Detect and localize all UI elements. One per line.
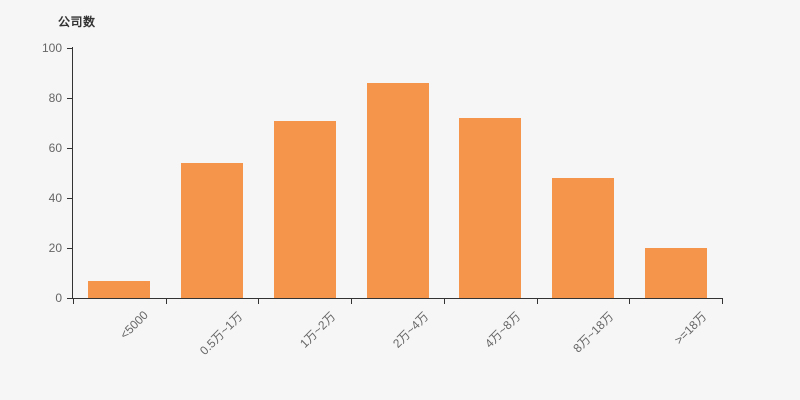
bar[interactable] bbox=[459, 118, 522, 298]
bar[interactable] bbox=[181, 163, 244, 298]
y-axis-tick-label: 100 bbox=[41, 41, 62, 55]
x-axis-tick-label: 1万~2万 bbox=[296, 309, 339, 351]
x-axis-tick-label: 8万~18万 bbox=[570, 309, 617, 356]
y-axis-tick-label: 20 bbox=[48, 241, 62, 255]
bar[interactable] bbox=[273, 120, 336, 298]
x-axis-tick-label: 2万~4万 bbox=[389, 309, 431, 351]
x-axis-tick-label: 4万~8万 bbox=[482, 309, 524, 351]
bar[interactable] bbox=[88, 280, 151, 298]
bar[interactable] bbox=[366, 83, 429, 298]
x-axis-tick bbox=[73, 299, 74, 304]
y-axis-tick bbox=[67, 48, 72, 49]
x-axis-tick bbox=[722, 299, 723, 304]
y-axis-tick bbox=[67, 298, 72, 299]
x-axis-tick bbox=[629, 299, 630, 304]
chart-title: 公司数 bbox=[58, 15, 96, 29]
y-axis-line bbox=[72, 47, 73, 299]
y-axis-tick-label: 80 bbox=[48, 91, 62, 105]
x-axis-tick bbox=[351, 299, 352, 304]
x-axis-tick bbox=[258, 299, 259, 304]
y-axis-tick-label: 40 bbox=[48, 191, 62, 205]
plot-area bbox=[73, 48, 722, 298]
x-axis-line bbox=[72, 298, 723, 299]
bar[interactable] bbox=[551, 178, 614, 298]
y-axis-tick-label: 0 bbox=[55, 291, 62, 305]
x-axis-tick-label: <5000 bbox=[117, 308, 152, 342]
bar[interactable] bbox=[644, 248, 707, 298]
x-axis-tick bbox=[166, 299, 167, 304]
y-axis-tick bbox=[67, 248, 72, 249]
x-axis-tick-label: 0.5万~1万 bbox=[197, 309, 246, 358]
x-axis-tick-label: >=18万 bbox=[671, 309, 709, 348]
y-axis-tick bbox=[67, 198, 72, 199]
y-axis-tick bbox=[67, 148, 72, 149]
x-axis-tick bbox=[444, 299, 445, 304]
y-axis-tick bbox=[67, 98, 72, 99]
y-axis-tick-label: 60 bbox=[48, 141, 62, 155]
x-axis-tick bbox=[537, 299, 538, 304]
